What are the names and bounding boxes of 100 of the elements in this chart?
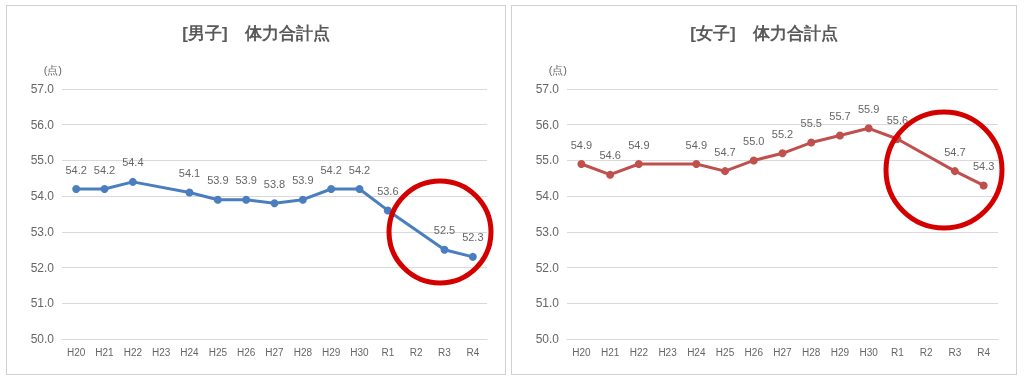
x-tick-label: H30: [859, 346, 879, 358]
point: [749, 156, 758, 165]
x-tick-label: R3: [438, 346, 452, 358]
x-tick-label: R1: [381, 346, 395, 358]
x-tick-label: R2: [409, 346, 423, 358]
y-tick-label: 53.0: [30, 224, 55, 239]
data-label: 55.5: [800, 117, 822, 130]
data-label: 55.9: [857, 102, 880, 115]
point: [327, 185, 336, 193]
y-tick-label: 57.0: [535, 82, 560, 96]
data-label: 54.2: [320, 163, 342, 176]
x-tick-label: H26: [236, 346, 256, 358]
x-tick-label: H29: [830, 346, 850, 358]
point: [606, 170, 615, 179]
point: [440, 245, 449, 254]
point: [835, 131, 844, 140]
point: [383, 206, 392, 215]
x-tick-label: H27: [773, 346, 793, 358]
point: [355, 185, 364, 193]
x-tick-label: R2: [919, 346, 933, 358]
x-tick-label: H23: [151, 346, 171, 358]
data-label: 54.4: [122, 156, 144, 169]
y-axis-title: (点): [43, 63, 62, 76]
data-label: 55.2: [771, 127, 794, 140]
x-tick-label: H30: [350, 346, 370, 358]
y-tick-label: 52.0: [535, 260, 560, 275]
x-tick-label: H23: [658, 346, 678, 358]
point: [185, 188, 194, 197]
data-label: 52.3: [462, 231, 484, 244]
y-tick-label: 53.0: [535, 224, 560, 239]
point: [778, 149, 787, 158]
data-label: 52.5: [433, 224, 456, 237]
data-label: 54.2: [348, 163, 371, 176]
data-label: 54.2: [93, 163, 116, 176]
data-label: 54.9: [628, 138, 650, 151]
point: [128, 177, 137, 186]
y-tick-label: 57.0: [30, 82, 55, 96]
x-tick-label: H29: [321, 346, 341, 358]
point: [270, 199, 279, 208]
y-tick-label: 55.0: [30, 153, 55, 168]
data-label: 54.3: [972, 159, 995, 172]
y-axis-title: (点): [548, 63, 567, 76]
point: [72, 185, 81, 193]
y-tick-label: 51.0: [30, 296, 55, 311]
x-tick-label: H24: [687, 346, 706, 358]
y-tick-label: 56.0: [30, 117, 55, 132]
y-tick-label: 52.0: [30, 260, 55, 275]
chart-title: [女子] 体力合計点: [690, 24, 838, 43]
data-label: 55.7: [829, 109, 851, 122]
point: [979, 181, 988, 190]
data-label: 54.9: [685, 138, 708, 151]
x-tick-label: R4: [977, 346, 991, 358]
point: [100, 185, 109, 193]
x-tick-label: H28: [293, 346, 313, 358]
x-tick-label: H22: [629, 346, 649, 358]
point: [242, 195, 251, 204]
chart-title: [男子] 体力合計点: [182, 24, 330, 43]
data-label: 54.6: [599, 149, 621, 162]
x-tick-label: R1: [891, 346, 905, 358]
y-tick-label: 56.0: [535, 117, 560, 132]
data-label: 53.9: [207, 174, 229, 187]
x-tick-label: H21: [600, 346, 620, 358]
y-tick-label: 54.0: [535, 189, 560, 204]
point: [577, 160, 586, 168]
point: [298, 195, 307, 204]
point: [634, 160, 643, 168]
x-tick-label: H27: [265, 346, 285, 358]
point: [864, 124, 873, 133]
x-tick-label: H22: [123, 346, 143, 358]
point: [721, 167, 730, 176]
point: [213, 195, 222, 204]
data-label: 53.9: [235, 174, 257, 187]
data-label: 54.9: [570, 138, 593, 151]
x-tick-label: H25: [715, 346, 735, 358]
data-label: 54.7: [944, 145, 966, 158]
point: [468, 252, 477, 261]
point: [692, 160, 701, 168]
data-label: 53.8: [263, 177, 286, 190]
x-tick-label: H26: [744, 346, 764, 358]
data-label: 54.1: [178, 167, 201, 180]
data-label: 54.7: [714, 145, 736, 158]
data-label: 53.6: [377, 184, 399, 197]
point: [807, 138, 816, 147]
data-label: 55.6: [886, 113, 909, 126]
data-label: 54.2: [65, 163, 87, 176]
x-tick-label: H28: [802, 346, 821, 358]
y-tick-label: 54.0: [30, 189, 55, 204]
y-tick-label: 50.0: [30, 332, 55, 346]
y-tick-label: 50.0: [535, 332, 560, 346]
x-tick-label: H25: [208, 346, 228, 358]
x-tick-label: H20: [66, 346, 86, 358]
data-label: 55.0: [743, 134, 765, 147]
x-tick-label: R4: [466, 346, 480, 358]
data-label: 53.9: [292, 174, 314, 187]
x-tick-label: H20: [572, 346, 591, 358]
y-tick-label: 51.0: [535, 296, 560, 311]
point: [950, 167, 959, 176]
x-tick-label: H21: [95, 346, 115, 358]
x-tick-label: R3: [948, 346, 962, 358]
x-tick-label: H24: [180, 346, 200, 358]
